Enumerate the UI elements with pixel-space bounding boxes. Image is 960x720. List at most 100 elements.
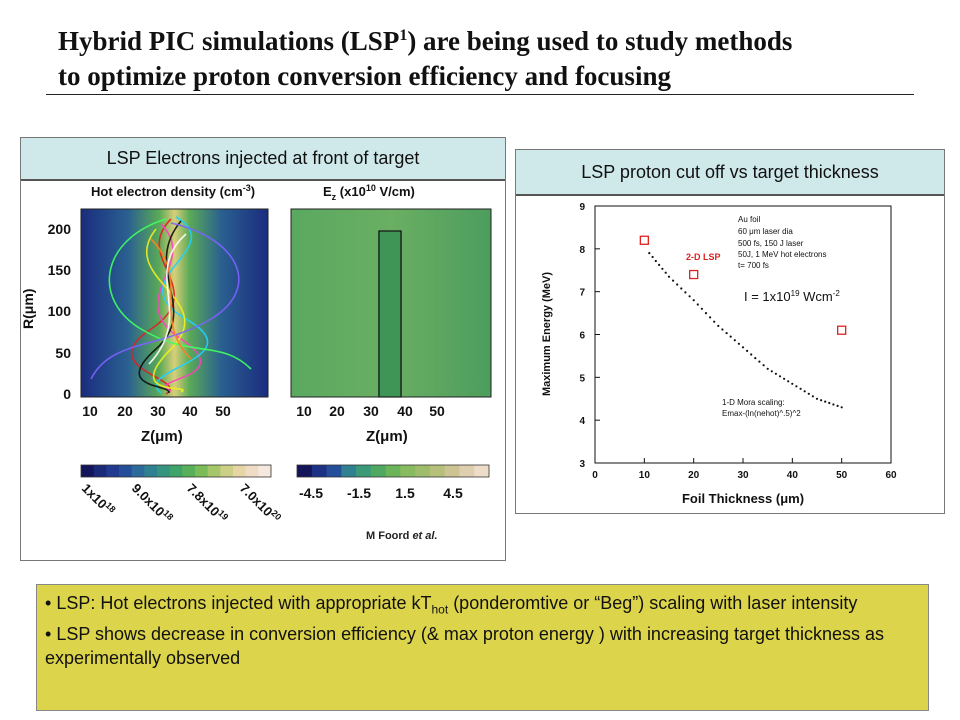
mora-scaling-dot <box>672 279 675 282</box>
mora-scaling-dot <box>700 307 703 310</box>
colorbar-swatch <box>341 465 357 477</box>
colorbar-swatch <box>400 465 416 477</box>
colorbar-swatch <box>195 465 209 477</box>
y-tick-label: 4 <box>579 416 585 427</box>
right-panel-header: LSP proton cut off vs target thickness <box>516 150 944 196</box>
lsp-series-label: 2-D LSP <box>686 252 721 262</box>
z-tick-label: 20 <box>117 403 133 419</box>
mora-scaling-dot <box>717 324 720 327</box>
mora-scaling-dot <box>762 364 765 367</box>
ez-target-region <box>378 231 402 397</box>
colorbar-frame <box>80 464 272 478</box>
legend-line-4: 50J, 1 MeV hot electrons <box>738 250 827 259</box>
mora-scaling-dot <box>721 328 724 331</box>
mora-scaling-dot <box>654 259 657 263</box>
slide-title: Hybrid PIC simulations (LSP1) are being … <box>58 18 938 94</box>
x-tick-label: 10 <box>639 470 651 481</box>
colorbar-swatch <box>444 465 460 477</box>
legend-line-3: 500 fs, 150 J laser <box>738 239 804 248</box>
mora-scaling-dot <box>688 295 691 298</box>
colorbar-swatch <box>356 465 372 477</box>
mora-scaling-dot <box>836 404 839 407</box>
mora-scaling-dot <box>832 403 835 406</box>
ez-map-frame <box>290 208 492 398</box>
mora-scaling-dot <box>658 263 661 266</box>
z-tick-label: 10 <box>296 403 312 419</box>
colorbar-swatch <box>474 465 490 477</box>
mora-scaling-dot <box>661 267 664 270</box>
mora-scaling-dot <box>667 275 671 278</box>
lsp-data-point <box>837 325 847 335</box>
mora-scaling-dot <box>820 399 823 402</box>
y-tick-label: 9 <box>579 202 585 213</box>
colorbar-swatch <box>144 465 158 477</box>
mora-scaling-dot <box>815 397 819 400</box>
density-colorbar-labels: 1x1018 9.0x1018 7.8x1019 7.0x1020 <box>79 480 284 527</box>
mora-scaling-dot <box>725 332 728 335</box>
mora-scaling-dot <box>807 392 810 395</box>
y-tick-label: 6 <box>579 331 585 342</box>
electron-trajectory <box>150 238 192 360</box>
mora-scaling-dot <box>770 370 773 373</box>
mora-scaling-dot <box>651 255 654 259</box>
mora-scaling-dot <box>733 339 736 342</box>
simulation-maps: Hot electron density (cm-3) Ez (x1010 V/… <box>21 183 492 527</box>
z-tick-label: 10 <box>82 403 98 419</box>
colorbar-tick-label: 9.0x1018 <box>129 480 176 527</box>
legend-line-2: 60 μm laser dia <box>738 227 793 236</box>
colorbar-swatch <box>131 465 145 477</box>
z-axis-label-1: Z(μm) <box>141 428 183 445</box>
z-tick-label: 50 <box>215 403 231 419</box>
z-tick-label: 40 <box>397 403 413 419</box>
mora-scaling-dot <box>754 357 757 360</box>
colorbar-tick-label: 1.5 <box>395 485 415 501</box>
colorbar-swatch <box>93 465 107 477</box>
x-tick-label: 30 <box>737 470 749 481</box>
legend-line-5: t= 700 fs <box>738 261 769 270</box>
map1-title: Hot electron density (cm-3) <box>91 183 255 199</box>
mora-scaling-dot <box>684 291 687 294</box>
legend-annotation: Au foil 60 μm laser dia 500 fs, 150 J la… <box>738 215 827 270</box>
colorbar-swatch <box>220 465 234 477</box>
colorbar-swatch <box>311 465 328 477</box>
colorbar-swatch <box>233 465 247 477</box>
mora-scaling-dot <box>729 335 732 338</box>
colorbar-tick-label: 7.0x1020 <box>237 480 284 527</box>
density-colorbar <box>80 464 272 478</box>
r-tick-label: 200 <box>48 221 72 237</box>
mora-scaling-dot <box>791 382 794 385</box>
z-tick-label: 30 <box>363 403 379 419</box>
density-map-frame <box>80 208 269 398</box>
chart-marks <box>639 235 847 409</box>
mora-scaling-dot <box>709 316 712 319</box>
ez-colorbar-labels: -4.5 -1.5 1.5 4.5 <box>299 485 463 501</box>
mora-scaling-dot <box>713 320 716 323</box>
colorbar-swatch <box>326 465 342 477</box>
mora-scaling-dot <box>692 299 695 302</box>
mora-label-line-2: Emax-(ln(nehot)^.5)^2 <box>722 409 801 418</box>
z-tick-label: 50 <box>429 403 445 419</box>
title-underline <box>46 94 914 95</box>
mora-scaling-dot <box>758 360 761 363</box>
proton-cutoff-panel: LSP proton cut off vs target thickness 0… <box>515 149 945 514</box>
electron-trajectory <box>90 222 240 380</box>
z-axis-label-2: Z(μm) <box>366 428 408 445</box>
mora-scaling-dot <box>680 287 683 290</box>
r-tick-label: 0 <box>63 386 71 402</box>
colorbar-tick-label: 1x1018 <box>79 480 118 519</box>
x-tick-label: 40 <box>787 470 799 481</box>
r-tick-label: 50 <box>55 345 71 361</box>
colorbar-swatch <box>119 465 133 477</box>
lsp-data-point <box>689 269 699 280</box>
bullet-1: • LSP: Hot electrons injected with appro… <box>45 593 858 617</box>
colorbar-swatch <box>245 465 259 477</box>
electron-trajectory <box>155 216 209 394</box>
y-axis-label: Maximum Energy (MeV) <box>541 272 553 396</box>
colorbar-swatch <box>81 465 95 477</box>
mora-scaling-dot <box>746 349 749 352</box>
mora-scaling-dot <box>648 252 651 255</box>
colorbar-swatch <box>182 465 196 477</box>
colorbar-swatch <box>415 465 431 477</box>
mora-scaling-dot <box>778 375 782 378</box>
electron-trajectory <box>157 223 202 392</box>
